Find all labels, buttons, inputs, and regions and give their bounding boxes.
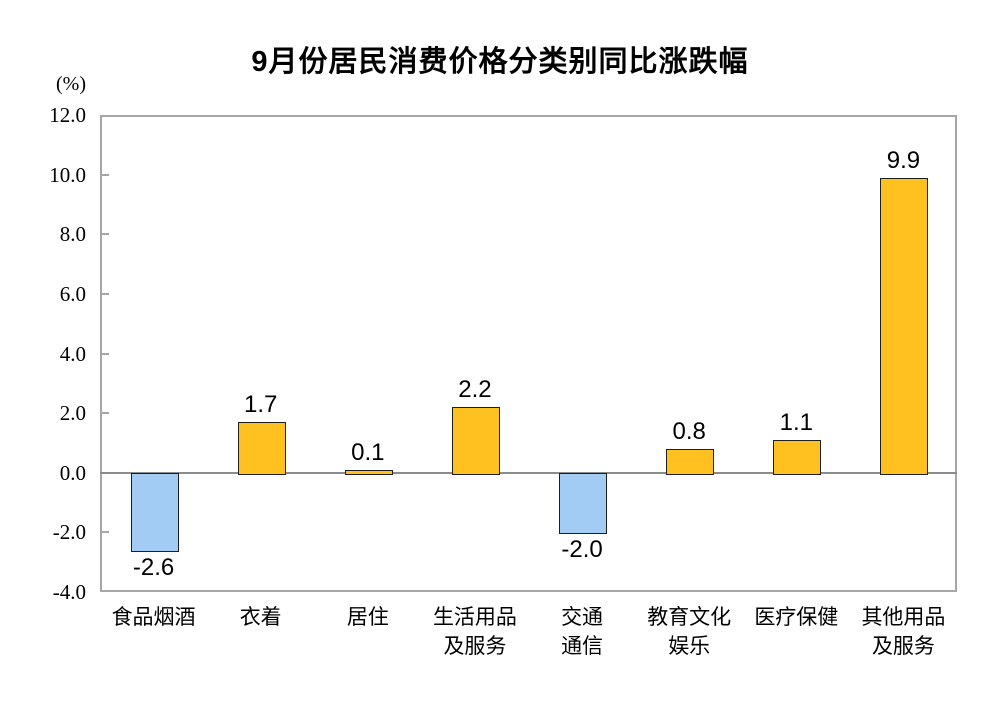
bar-value-label: 0.8 [672, 417, 706, 445]
y-tick-label: 2.0 [59, 401, 86, 426]
bar [773, 439, 822, 475]
bar [130, 472, 179, 553]
bar-value-label: 2.2 [458, 376, 492, 404]
y-tick-label: 10.0 [49, 162, 86, 187]
bar [880, 177, 929, 475]
category-label: 教育文化 娱乐 [647, 606, 732, 658]
y-tick-label: 4.0 [59, 341, 86, 366]
y-tick-mark [100, 412, 109, 415]
bar-value-label: -2.0 [561, 536, 603, 564]
bar-value-label: -2.6 [132, 554, 175, 582]
y-tick-mark [100, 352, 109, 355]
y-tick-label: 0.0 [59, 460, 86, 485]
bar [666, 448, 715, 475]
y-tick-label: -2.0 [52, 520, 86, 545]
y-tick-label: -4.0 [52, 580, 86, 604]
y-tick-mark [100, 292, 109, 295]
category-label: 医疗保健 [754, 606, 839, 629]
bar [344, 469, 393, 475]
y-tick-mark [100, 233, 109, 236]
category-label: 交通 通信 [561, 606, 604, 658]
y-tick-label: 8.0 [59, 222, 86, 247]
bar-value-label: 1.7 [244, 391, 278, 419]
category-label: 居住 [346, 606, 389, 629]
bar [237, 422, 286, 475]
bar [559, 472, 608, 535]
bar-value-label: 9.9 [886, 146, 921, 174]
y-tick-label: 12.0 [49, 103, 86, 127]
y-tick-mark [100, 173, 109, 176]
category-label: 生活用品 及服务 [432, 606, 517, 658]
bar-value-label: 1.1 [779, 408, 813, 436]
y-tick-label: 6.0 [59, 281, 86, 306]
plot-area [100, 115, 957, 592]
bar [451, 407, 500, 475]
category-label: 其他用品 及服务 [861, 606, 946, 658]
category-label: 衣着 [239, 606, 282, 629]
chart-title: 9月份居民消费价格分类别同比涨跌幅 [251, 46, 749, 78]
y-tick-mark [100, 531, 109, 534]
bar-value-label: 0.1 [351, 438, 385, 466]
y-axis-unit-label: (%) [56, 73, 86, 95]
zero-line [100, 471, 957, 474]
category-label: 食品烟酒 [111, 606, 196, 629]
